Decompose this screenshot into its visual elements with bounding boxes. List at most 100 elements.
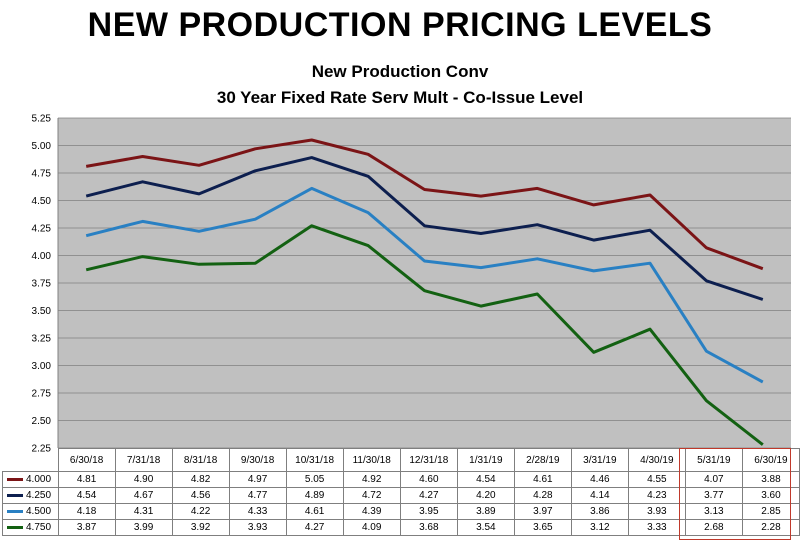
data-label: 3.68: [399, 519, 458, 536]
data-label: 4.33: [228, 503, 287, 520]
data-label: 4.92: [342, 471, 401, 488]
data-label: 3.60: [741, 487, 800, 504]
data-label: 4.67: [114, 487, 173, 504]
data-label: 4.27: [399, 487, 458, 504]
x-tick-label: 9/30/18: [228, 448, 287, 472]
y-tick-label: 4.75: [32, 169, 52, 180]
legend-entry: 4.000: [2, 471, 59, 488]
legend-swatch: [7, 493, 23, 497]
y-tick-label: 3.25: [32, 334, 52, 345]
data-label: 4.09: [342, 519, 401, 536]
data-label: 4.97: [228, 471, 287, 488]
x-tick-label: 6/30/19: [741, 448, 800, 472]
x-tick-label: 3/31/19: [570, 448, 629, 472]
y-tick-label: 4.50: [32, 196, 52, 207]
x-tick-label: 4/30/19: [627, 448, 686, 472]
table-row: 4.000 4.81 4.90 4.82 4.97 5.05 4.92 4.60 4.54 4.6…: [2, 471, 800, 488]
data-label: 3.89: [456, 503, 515, 520]
data-table: 6/30/18 7/31/18 8/31/18 9/30/18 10/31/18 11/3…: [2, 448, 800, 536]
series-line-4.750: [85, 224, 764, 446]
data-label: 4.89: [285, 487, 344, 504]
legend-entry: 4.250: [2, 487, 59, 504]
data-label: 3.93: [627, 503, 686, 520]
data-label: 3.97: [513, 503, 572, 520]
data-label: 4.54: [57, 487, 116, 504]
y-tick-label: 2.75: [32, 389, 52, 400]
chart-subtitle-1: New Production Conv: [311, 62, 489, 81]
data-label: 4.22: [171, 503, 230, 520]
x-tick-label: 11/30/18: [342, 448, 401, 472]
x-tick-label: 6/30/18: [57, 448, 116, 472]
data-label: 3.13: [684, 503, 743, 520]
data-label: 4.20: [456, 487, 515, 504]
data-label: 3.54: [456, 519, 515, 536]
data-label: 4.27: [285, 519, 344, 536]
data-label: 3.92: [171, 519, 230, 536]
data-label: 4.82: [171, 471, 230, 488]
data-label: 3.95: [399, 503, 458, 520]
data-label: 2.68: [684, 519, 743, 536]
data-label: 3.87: [57, 519, 116, 536]
data-label: 3.33: [627, 519, 686, 536]
data-label: 4.81: [57, 471, 116, 488]
data-label: 4.23: [627, 487, 686, 504]
x-tick-label: 12/31/18: [399, 448, 458, 472]
table-row: 4.750 3.87 3.99 3.92 3.93 4.27 4.09 3.68 3.54 3.6…: [2, 519, 800, 536]
y-tick-label: 5.00: [32, 141, 52, 152]
data-label: 3.93: [228, 519, 287, 536]
data-label: 4.28: [513, 487, 572, 504]
data-label: 4.14: [570, 487, 629, 504]
data-label: 4.72: [342, 487, 401, 504]
data-label: 4.56: [171, 487, 230, 504]
series-line-4.500: [85, 186, 764, 384]
table-row: 4.250 4.54 4.67 4.56 4.77 4.89 4.72 4.27 4.20 4.2…: [2, 487, 800, 504]
y-tick-label: 3.75: [32, 279, 52, 290]
data-label: 4.31: [114, 503, 173, 520]
x-tick-label: 8/31/18: [171, 448, 230, 472]
data-label: 3.86: [570, 503, 629, 520]
data-label: 3.65: [513, 519, 572, 536]
data-label: 3.88: [741, 471, 800, 488]
legend-swatch: [7, 477, 23, 481]
legend-entry: 4.500: [2, 503, 59, 520]
data-label: 4.60: [399, 471, 458, 488]
data-label: 4.39: [342, 503, 401, 520]
series-line-4.250: [85, 156, 764, 301]
y-tick-label: 2.25: [32, 444, 52, 455]
chart-title: NEW PRODUCTION PRICING LEVELS: [87, 6, 713, 44]
y-tick-label: 3.50: [32, 306, 52, 317]
x-tick-label: 7/31/18: [114, 448, 173, 472]
y-tick-label: 4.25: [32, 224, 52, 235]
data-label: 4.61: [513, 471, 572, 488]
data-label: 2.28: [741, 519, 800, 536]
data-label: 4.61: [285, 503, 344, 520]
data-label: 4.46: [570, 471, 629, 488]
series-line-4.000: [85, 138, 764, 271]
table-corner: [3, 449, 59, 472]
data-label: 4.90: [114, 471, 173, 488]
chart-subtitle-2: 30 Year Fixed Rate Serv Mult - Co-Issue …: [216, 88, 584, 107]
table-row: 4.500 4.18 4.31 4.22 4.33 4.61 4.39 3.95 3.89 3.9…: [2, 503, 800, 520]
legend-swatch: [7, 525, 23, 529]
x-tick-label: 10/31/18: [285, 448, 344, 472]
x-tick-label: 2/28/19: [513, 448, 572, 472]
y-tick-label: 2.50: [32, 416, 52, 427]
y-tick-label: 4.00: [32, 251, 52, 262]
legend-entry: 4.750: [2, 519, 59, 536]
x-tick-label: 1/31/19: [456, 448, 515, 472]
data-label: 2.85: [741, 503, 800, 520]
data-label: 5.05: [285, 471, 344, 488]
data-label: 4.55: [627, 471, 686, 488]
data-label: 3.99: [114, 519, 173, 536]
data-label: 3.77: [684, 487, 743, 504]
y-tick-label: 5.25: [32, 114, 52, 125]
data-label: 4.18: [57, 503, 116, 520]
data-label: 3.12: [570, 519, 629, 536]
data-label: 4.07: [684, 471, 743, 488]
data-label: 4.77: [228, 487, 287, 504]
x-tick-label: 5/31/19: [684, 448, 743, 472]
data-label: 4.54: [456, 471, 515, 488]
y-tick-label: 3.00: [32, 361, 52, 372]
legend-swatch: [7, 509, 23, 513]
